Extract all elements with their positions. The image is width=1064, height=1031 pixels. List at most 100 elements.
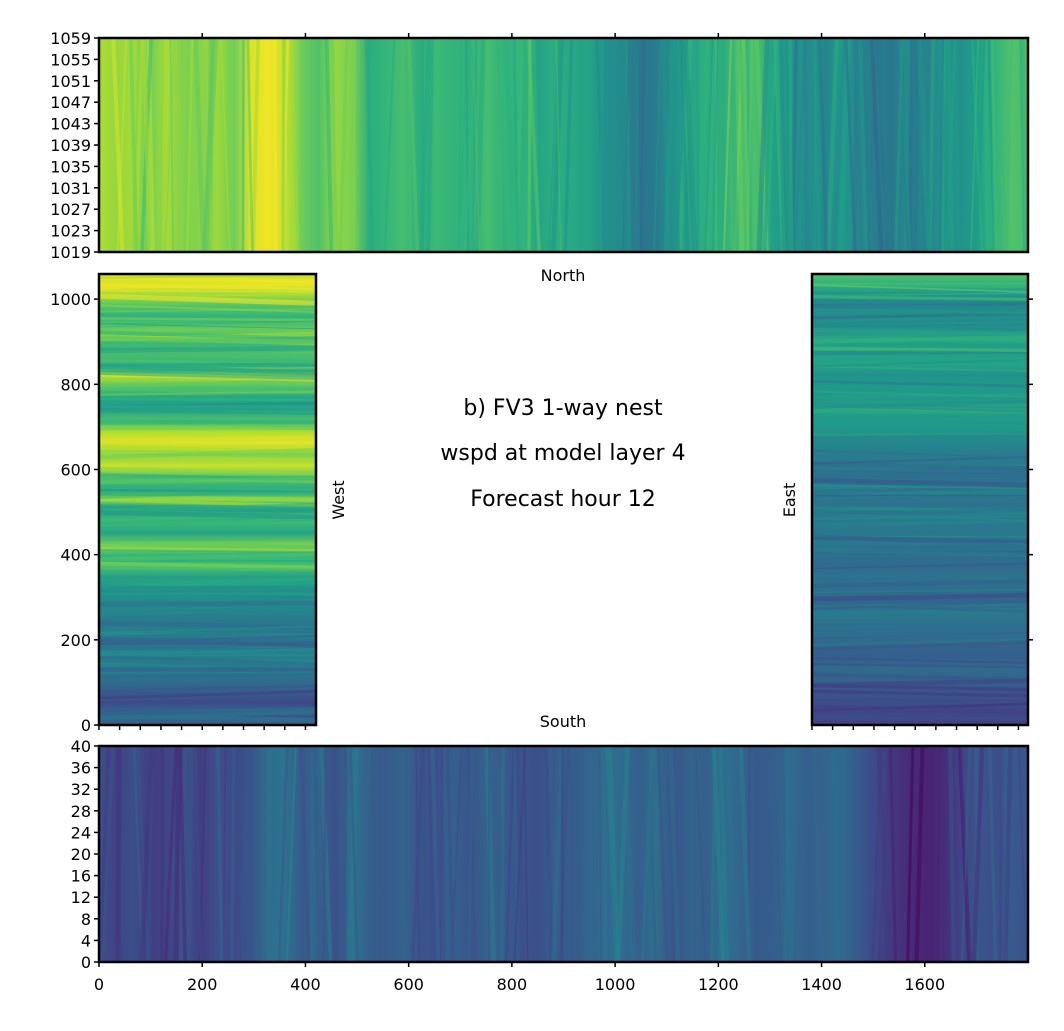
north-streaks-streak [857, 38, 869, 252]
north-streaks-streak [563, 38, 574, 252]
north-streaks-streak [220, 38, 231, 252]
east-streaks-streak [812, 579, 1028, 588]
west-streaks-streak [99, 289, 316, 293]
north-streaks-streak [729, 38, 739, 252]
x-tick-label: 400 [290, 975, 321, 994]
east-streaks-streak [812, 535, 1028, 545]
east-streaks-streak [812, 632, 1028, 638]
north-streaks-streak [634, 38, 640, 252]
west-streaks-streak [99, 592, 316, 595]
east-streaks-streak [812, 399, 1028, 410]
south-streaks-streak [792, 746, 807, 962]
west-streaks-streak [99, 627, 316, 631]
north-streaks-streak [722, 38, 733, 252]
east-streaks-streak [812, 342, 1028, 349]
east-streaks-streak [812, 706, 1028, 715]
east-streaks-streak [812, 303, 1028, 306]
north-streaks-streak [676, 38, 689, 252]
south-streaks-streak [230, 746, 236, 962]
south-streaks-streak [439, 746, 444, 962]
north-streaks-streak [177, 38, 183, 252]
south-streaks-streak [178, 746, 187, 962]
north-streaks-streak [976, 38, 985, 252]
south-streaks-streak [411, 746, 425, 962]
south-streaks-streak [957, 746, 969, 962]
north-streaks-streak [141, 38, 153, 252]
north-streaks-streak [407, 38, 420, 252]
north-streaks-streak [704, 38, 714, 252]
y-tick-label: 16 [71, 867, 91, 886]
west-streaks-streak [99, 370, 316, 380]
north-streaks-streak [898, 38, 912, 252]
west-streaks-streak [99, 604, 316, 612]
west-streaks-streak [99, 594, 316, 600]
south-streaks-streak [598, 746, 603, 962]
west-streaks-streak [99, 283, 316, 291]
west-streaks-streak [99, 317, 316, 322]
east-streaks-streak [812, 347, 1028, 352]
south-streaks-streak [427, 746, 438, 962]
south-streaks-streak [551, 746, 565, 962]
north-streaks-streak [324, 38, 334, 252]
east-label: East [780, 483, 799, 518]
south-streaks-streak [811, 746, 823, 962]
south-streaks-streak [523, 746, 529, 962]
west-streaks-streak [99, 292, 316, 299]
west-streaks-streak [99, 516, 316, 526]
west-streaks [99, 273, 316, 723]
south-streaks-streak [545, 746, 557, 962]
north-streaks-streak [917, 38, 924, 252]
south-streaks-streak [500, 746, 505, 962]
north-streaks-streak [970, 38, 979, 252]
west-streaks-streak [99, 320, 316, 328]
west-streaks-streak [99, 390, 316, 396]
south-streaks-streak [278, 746, 289, 962]
north-streaks-streak [922, 38, 932, 252]
north-streaks-streak [272, 38, 278, 252]
y-tick-label: 1055 [50, 50, 91, 69]
south-streaks-streak [443, 746, 450, 962]
north-label: North [541, 266, 586, 285]
south-streaks-streak [948, 746, 956, 962]
south-streaks-streak [504, 746, 516, 962]
x-tick-label: 200 [187, 975, 218, 994]
east-streaks-streak [812, 662, 1028, 669]
east-streaks-streak [812, 553, 1028, 557]
north-streaks-streak [773, 38, 783, 252]
x-tick-label: 1000 [595, 975, 636, 994]
south-streaks-streak [299, 746, 312, 962]
north-streaks-streak [193, 38, 206, 252]
y-tick-label: 0 [81, 716, 91, 735]
north-streaks-streak [159, 38, 163, 252]
north-streaks-streak [682, 38, 698, 252]
north-streaks-streak [383, 38, 396, 252]
east-streaks-streak [812, 478, 1028, 487]
west-streaks-streak [99, 510, 316, 520]
north-streaks-streak [550, 38, 565, 252]
west-streaks-streak [99, 304, 316, 313]
north-streaks-streak [527, 38, 532, 252]
west-streaks-streak [99, 634, 316, 645]
south-streaks-streak [936, 746, 941, 962]
y-tick-label: 32 [71, 780, 91, 799]
south-streaks-streak [358, 746, 372, 962]
east-streaks-streak [812, 515, 1028, 520]
south-streaks-streak [100, 746, 115, 962]
west-streaks-streak [99, 657, 316, 667]
west-streaks-streak [99, 551, 316, 562]
west-streaks-streak [99, 546, 316, 553]
south-streaks-streak [215, 746, 224, 962]
east-streaks-streak [812, 433, 1028, 436]
north-streaks-streak [128, 38, 139, 252]
y-tick-label: 4 [81, 931, 91, 950]
west-streaks-streak [99, 313, 316, 319]
north-streaks-streak [817, 38, 829, 252]
east-streaks-streak [812, 460, 1028, 471]
west-x-ticks [98, 725, 307, 730]
title-line-2: wspd at model layer 4 [440, 441, 685, 466]
north-streaks-streak [756, 38, 770, 252]
west-streaks-streak [99, 440, 316, 451]
north-streaks-streak [700, 38, 714, 252]
south-streaks-streak [960, 746, 972, 962]
north-streaks-streak [364, 38, 375, 252]
